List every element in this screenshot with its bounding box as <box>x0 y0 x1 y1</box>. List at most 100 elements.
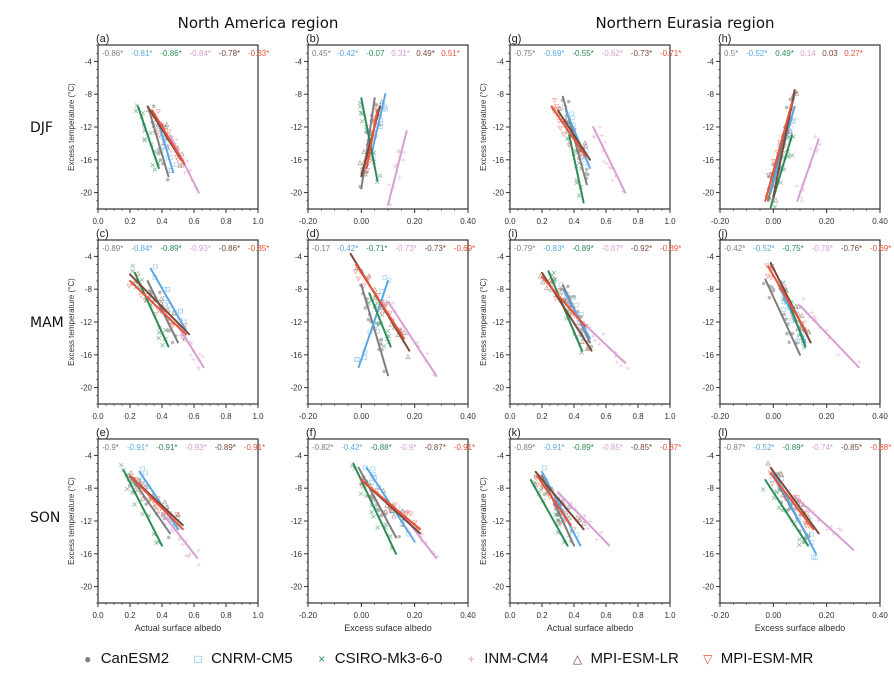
correlation-label-canesm2: -0.9* <box>102 443 119 452</box>
correlation-label-canesm2: -0.89* <box>102 244 123 253</box>
data-point <box>401 158 406 163</box>
correlation-label-mpi-esm-lr: -0.85* <box>631 443 652 452</box>
correlation-label-inm-cm4: -0.85* <box>602 443 623 452</box>
data-point <box>625 366 630 371</box>
legend-item-mpi-esm-lr: △ MPI-ESM-LR <box>570 650 679 667</box>
correlation-label-cnrm-cm5: -0.42* <box>337 244 358 253</box>
fit-line-canesm2 <box>541 474 575 547</box>
data-point <box>793 303 799 309</box>
x-tick-label: 1.0 <box>252 611 264 620</box>
correlation-label-canesm2: 0.45* <box>312 49 331 58</box>
data-point <box>599 133 604 138</box>
fit-line-inm-cm4 <box>799 304 860 369</box>
y-tick-label: -20 <box>492 583 504 592</box>
fit-line-cnrm-cm5 <box>149 267 187 332</box>
x-tick-label: 0.2 <box>536 412 548 421</box>
x-tick-label: 0.00 <box>354 611 370 620</box>
correlation-label-canesm2: -0.17 <box>312 244 331 253</box>
data-point <box>574 302 579 308</box>
data-point <box>170 323 176 329</box>
y-tick-label: -4 <box>707 252 715 261</box>
correlation-label-cnrm-cm5: -0.91* <box>127 443 148 452</box>
data-point <box>392 163 397 168</box>
data-point <box>809 310 814 315</box>
data-point <box>799 312 805 318</box>
fit-line-inm-cm4 <box>161 511 199 559</box>
fit-line-mpi-esm-lr <box>534 470 585 531</box>
fit-line-csiro-mk3-6-0 <box>764 479 809 547</box>
y-tick-label: -20 <box>80 189 92 198</box>
data-point <box>564 510 570 516</box>
data-point <box>784 105 789 110</box>
data-point <box>156 508 162 514</box>
y-axis-label: Excess temperature (°C) <box>479 278 488 366</box>
data-point <box>377 173 383 179</box>
panel-label: (a) <box>96 33 109 45</box>
data-point <box>541 465 547 471</box>
correlation-label-mpi-esm-mr: -0.69* <box>454 244 475 253</box>
data-point <box>824 328 829 333</box>
x-axis-label: Actual surface albedo <box>135 623 222 633</box>
x-tick-label: 0.20 <box>819 217 835 226</box>
data-point <box>186 554 191 559</box>
y-tick-label: -8 <box>85 484 93 493</box>
panel-label: (c) <box>96 228 109 240</box>
correlation-label-mpi-esm-lr: 0.49* <box>416 49 435 58</box>
data-point <box>802 520 808 527</box>
correlation-label-csiro-mk3-6-0: -0.86* <box>160 49 181 58</box>
data-point <box>597 125 602 130</box>
data-point <box>140 495 146 501</box>
correlation-label-csiro-mk3-6-0: -0.55* <box>572 49 593 58</box>
data-point <box>794 90 800 96</box>
fit-line-inm-cm4 <box>177 325 205 369</box>
correlation-label-mpi-esm-mr: 0.51* <box>441 49 460 58</box>
correlation-label-csiro-mk3-6-0: -0.89* <box>572 244 593 253</box>
x-axis-label: Excess suface albedo <box>344 623 432 633</box>
fit-line-canesm2 <box>360 284 389 377</box>
data-point <box>566 515 572 521</box>
data-point <box>789 153 795 158</box>
data-point <box>579 314 583 319</box>
data-point <box>396 148 401 153</box>
correlation-label-mpi-esm-mr: -0.91* <box>454 443 475 452</box>
data-point <box>813 316 818 321</box>
data-point <box>358 491 364 497</box>
fit-line-csiro-mk3-6-0 <box>137 105 160 169</box>
data-point <box>795 339 800 344</box>
fit-line-mpi-esm-mr <box>767 265 807 332</box>
data-point <box>397 175 402 180</box>
y-tick-label: -8 <box>497 90 505 99</box>
y-tick-label: -8 <box>85 285 93 294</box>
data-point <box>564 136 570 142</box>
fit-line-inm-cm4 <box>796 138 820 202</box>
correlation-label-inm-cm4: -0.62* <box>602 49 623 58</box>
y-tick-label: -8 <box>295 484 303 493</box>
data-point <box>797 537 802 542</box>
region-title-north-america: North America region <box>177 14 339 32</box>
data-point <box>571 295 576 301</box>
data-point <box>812 314 817 319</box>
y-tick-label: -16 <box>702 550 714 559</box>
data-point <box>555 517 561 523</box>
y-tick-label: -4 <box>85 451 93 460</box>
correlation-label-csiro-mk3-6-0: -0.89* <box>572 443 593 452</box>
data-point <box>140 511 145 517</box>
data-point <box>196 562 201 567</box>
data-point <box>156 133 162 139</box>
data-point <box>355 276 362 282</box>
correlation-label-canesm2: -0.79* <box>514 244 535 253</box>
y-tick-label: -16 <box>290 156 302 165</box>
y-tick-label: -4 <box>295 57 303 66</box>
x-tick-label: 0.0 <box>92 217 104 226</box>
data-point <box>150 162 155 168</box>
data-point <box>200 354 205 359</box>
x-tick-label: -0.20 <box>711 412 730 421</box>
y-tick-label: -4 <box>497 252 505 261</box>
x-tick-label: 0.6 <box>600 611 612 620</box>
correlation-label-csiro-mk3-6-0: -0.91* <box>156 443 177 452</box>
y-tick-label: -8 <box>295 90 303 99</box>
plot-frame <box>97 44 259 210</box>
data-point <box>183 553 188 558</box>
x-tick-label: 0.20 <box>819 611 835 620</box>
triangle-down-marker-icon: ▽ <box>703 651 713 666</box>
